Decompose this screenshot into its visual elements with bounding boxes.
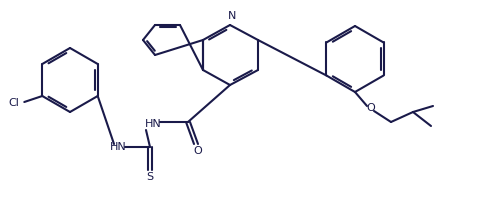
Text: HN: HN (144, 119, 162, 129)
Text: O: O (194, 146, 202, 156)
Text: O: O (366, 103, 376, 113)
Text: S: S (146, 172, 154, 182)
Text: HN: HN (110, 142, 126, 152)
Text: N: N (228, 11, 236, 21)
Text: Cl: Cl (9, 98, 20, 108)
